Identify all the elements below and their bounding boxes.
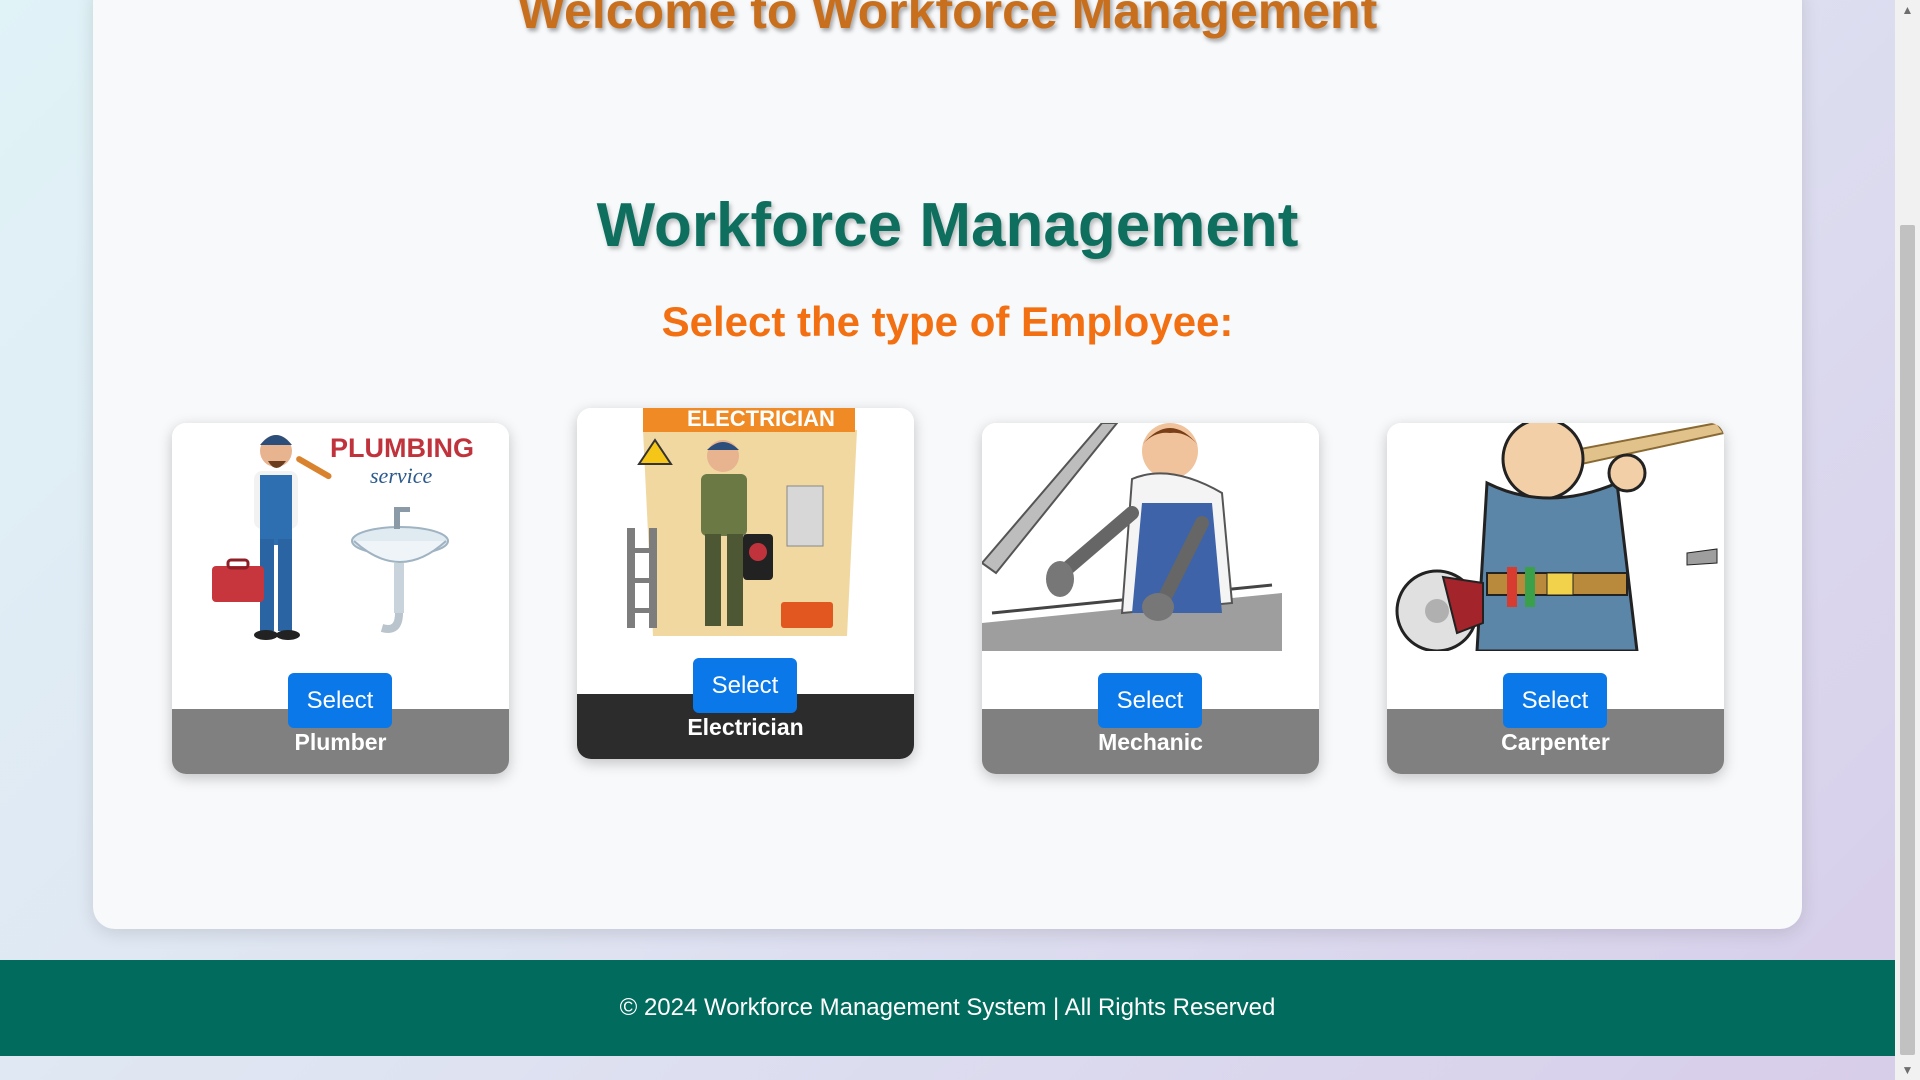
scroll-down-arrow-icon[interactable]: ▼ <box>1901 1063 1914 1077</box>
footer-copyright: © 2024 Workforce Management System | All… <box>619 994 1276 1021</box>
vertical-scrollbar[interactable]: ▲ ▼ <box>1895 0 1920 1080</box>
select-carpenter-button[interactable]: Select <box>1503 673 1607 728</box>
site-footer: © 2024 Workforce Management System | All… <box>0 960 1895 1056</box>
plumber-illustration-icon: PLUMBING service <box>172 423 509 651</box>
scroll-up-arrow-icon[interactable]: ▲ <box>1901 3 1914 17</box>
employee-card-carpenter[interactable]: Select Carpenter <box>1387 423 1724 774</box>
select-mechanic-button[interactable]: Select <box>1098 673 1202 728</box>
welcome-title: Welcome to Workforce Management <box>517 0 1378 39</box>
page-heading: Workforce Management <box>596 191 1299 260</box>
employee-card-electrician[interactable]: ELECTRICIAN Select Electrician <box>577 408 914 759</box>
electrician-logo-text: ELECTRICIAN <box>687 408 835 431</box>
employee-card-mechanic[interactable]: Select Mechanic <box>982 423 1319 774</box>
employee-type-prompt: Select the type of Employee: <box>661 298 1234 345</box>
mechanic-illustration-icon <box>982 423 1319 651</box>
select-plumber-button[interactable]: Select <box>288 673 392 728</box>
carpenter-illustration-icon <box>1387 423 1724 651</box>
employee-card-plumber[interactable]: PLUMBING service Select Plumber <box>172 423 509 774</box>
service-logo-text: service <box>370 463 433 488</box>
select-electrician-button[interactable]: Select <box>693 658 797 713</box>
plumbing-logo-text: PLUMBING <box>330 433 474 463</box>
scrollbar-thumb[interactable] <box>1900 225 1915 1055</box>
electrician-illustration-icon: ELECTRICIAN <box>577 408 914 636</box>
